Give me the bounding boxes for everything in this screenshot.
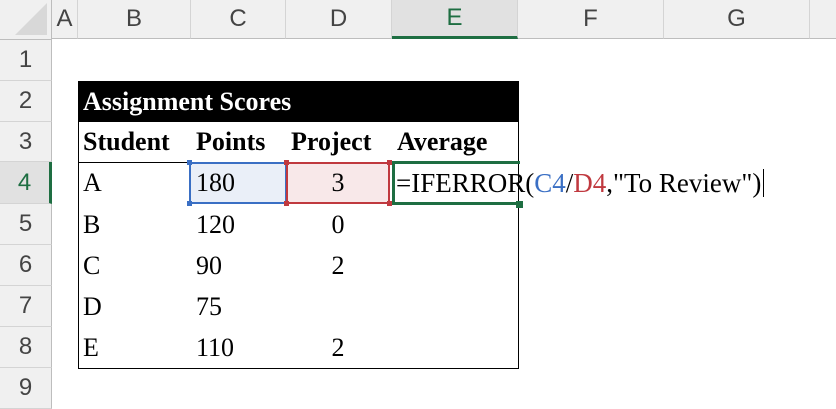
row-header-6[interactable]: 6 xyxy=(0,245,52,286)
header-project[interactable]: Project xyxy=(291,127,372,156)
cell-b7[interactable]: D xyxy=(83,291,102,321)
cell-b8[interactable]: E xyxy=(83,332,99,362)
cell-b5[interactable]: B xyxy=(83,209,101,239)
formula-slash: / xyxy=(565,167,574,198)
text-cursor xyxy=(763,169,765,197)
row-header-2[interactable]: 2 xyxy=(0,81,52,122)
cell-b6[interactable]: C xyxy=(83,250,101,280)
cell-b4[interactable]: A xyxy=(83,168,102,197)
row-header-9[interactable]: 9 xyxy=(0,368,52,409)
column-header-a[interactable]: A xyxy=(52,0,78,39)
cell-c5[interactable]: 120 xyxy=(196,209,235,239)
cell-d7[interactable] xyxy=(286,286,390,327)
formula-prefix: =IFERROR( xyxy=(396,167,535,198)
active-cell-e4[interactable] xyxy=(392,161,523,208)
cell-d8[interactable]: 2 xyxy=(331,332,345,362)
formula-suffix: ,"To Review") xyxy=(606,167,762,198)
row-header-5[interactable]: 5 xyxy=(0,204,52,245)
row-header-4[interactable]: 4 xyxy=(0,162,52,204)
cell-c4[interactable]: 180 xyxy=(196,168,235,197)
header-average[interactable]: Average xyxy=(397,127,488,156)
cell-c8[interactable]: 110 xyxy=(196,332,235,362)
cell-c6[interactable]: 90 xyxy=(196,250,222,280)
formula-edit-text[interactable]: =IFERROR(C4/D4 ,"To Review") xyxy=(396,162,765,204)
header-points[interactable]: Points xyxy=(196,127,266,156)
row-header-7[interactable]: 7 xyxy=(0,286,52,327)
column-header-f[interactable]: F xyxy=(518,0,664,39)
formula-ref-d4: D4 xyxy=(573,167,607,198)
column-header-c[interactable]: C xyxy=(191,0,286,39)
formula-ref-c4: C4 xyxy=(534,167,566,198)
cell-c7[interactable]: 75 xyxy=(196,291,222,321)
select-all-corner[interactable] xyxy=(0,0,52,40)
column-header-h[interactable] xyxy=(810,0,836,39)
cell-d6[interactable]: 2 xyxy=(331,250,345,280)
reference-range-c4 xyxy=(187,160,289,206)
row-header-1[interactable]: 1 xyxy=(0,40,52,81)
row-header-8[interactable]: 8 xyxy=(0,327,52,368)
table-border xyxy=(78,81,519,369)
row-header-3[interactable]: 3 xyxy=(0,122,52,162)
column-header-g[interactable]: G xyxy=(664,0,810,39)
cell-d4[interactable]: 3 xyxy=(331,168,345,197)
column-header-e[interactable]: E xyxy=(392,0,518,39)
reference-range-d4 xyxy=(284,160,392,206)
table-title[interactable]: Assignment Scores xyxy=(78,81,518,122)
header-student[interactable]: Student xyxy=(83,127,170,156)
cell-d5[interactable]: 0 xyxy=(331,209,345,239)
column-header-b[interactable]: B xyxy=(78,0,191,39)
column-header-d[interactable]: D xyxy=(286,0,392,39)
